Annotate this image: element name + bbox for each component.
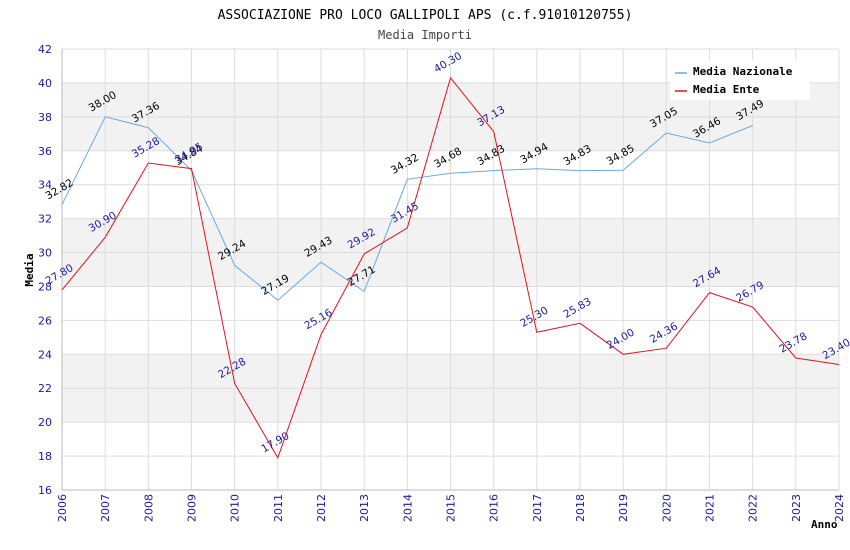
legend: Media Nazionale Media Ente	[670, 60, 810, 100]
y-tick-label: 42	[38, 43, 52, 56]
x-tick-label: 2022	[747, 494, 760, 522]
legend-label-ente: Media Ente	[693, 83, 760, 96]
y-tick-label: 36	[38, 145, 52, 158]
data-label-nazionale: 34.32	[389, 151, 421, 176]
x-tick-label: 2011	[272, 494, 285, 522]
y-tick-label: 20	[38, 416, 52, 429]
legend-box	[670, 60, 810, 100]
chart-subtitle: Media Importi	[378, 28, 472, 42]
x-tick-label: 2013	[358, 494, 371, 522]
y-tick-label: 28	[38, 280, 52, 293]
x-tick-label: 2008	[142, 494, 155, 522]
gridlines	[61, 48, 840, 491]
x-tick-label: 2024	[833, 494, 846, 522]
x-tick-label: 2007	[99, 494, 112, 522]
series-line-media-nazionale	[61, 116, 753, 301]
data-label-ente: 24.00	[605, 326, 637, 351]
data-label-ente: 25.16	[303, 307, 335, 333]
y-tick-label: 16	[38, 484, 52, 497]
y-tick-label: 30	[38, 247, 52, 260]
data-label-ente: 23.78	[777, 330, 809, 355]
x-tick-label: 2009	[186, 494, 199, 522]
x-tick-label: 2023	[790, 494, 803, 522]
series-lines	[61, 76, 840, 459]
y-tick-label: 24	[38, 348, 52, 361]
x-tick-label: 2016	[488, 494, 501, 522]
x-tick-label: 2020	[660, 494, 673, 522]
y-tick-label: 40	[38, 77, 52, 90]
x-tick-label: 2019	[617, 494, 630, 522]
data-label-ente: 40.30	[432, 50, 464, 75]
y-axis-label: Media	[23, 253, 36, 286]
x-tick-label: 2015	[445, 494, 458, 522]
legend-label-nazionale: Media Nazionale	[693, 65, 793, 78]
x-tick-labels: 2006 2007 2008 2009 2010 2011 2012 2013 2014 2015…	[56, 494, 846, 522]
x-tick-label: 2014	[401, 494, 414, 522]
y-tick-label: 34	[38, 179, 52, 192]
x-tick-label: 2021	[704, 494, 717, 522]
axes	[61, 49, 839, 491]
y-tick-label: 38	[38, 111, 52, 124]
y-tick-label: 22	[38, 382, 52, 395]
series-line-media-ente	[61, 76, 840, 459]
y-tick-label: 26	[38, 314, 52, 327]
x-tick-label: 2012	[315, 494, 328, 522]
y-tick-labels: 16 18 20 22 24 26 28 30 32 34 36 38 40 42	[38, 43, 52, 497]
data-label-ente: 25.83	[562, 295, 594, 320]
y-tick-label: 32	[38, 213, 52, 226]
x-tick-label: 2006	[56, 494, 69, 522]
x-tick-label: 2017	[531, 494, 544, 522]
x-tick-label: 2018	[574, 494, 587, 522]
x-tick-label: 2010	[229, 494, 242, 522]
x-axis-label: Anno	[811, 518, 838, 531]
y-tick-label: 18	[38, 450, 52, 463]
chart-title: ASSOCIAZIONE PRO LOCO GALLIPOLI APS (c.f…	[218, 8, 633, 23]
data-label-ente: 25.30	[518, 304, 550, 329]
data-label-ente: 24.36	[648, 320, 680, 346]
